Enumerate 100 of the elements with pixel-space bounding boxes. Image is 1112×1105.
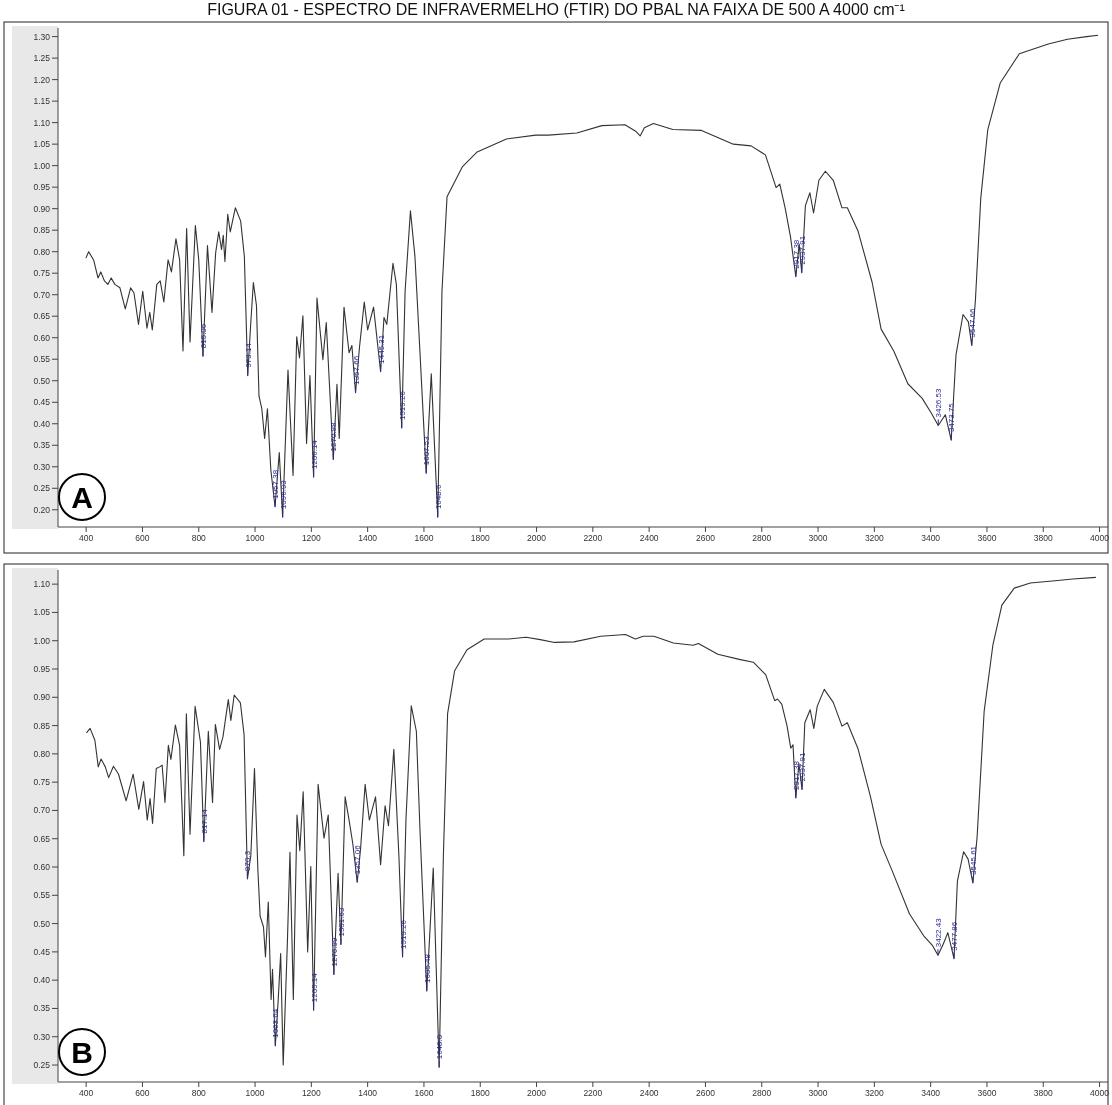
y-tick-label: 0.20	[33, 504, 51, 515]
x-tick-label: 1400	[358, 1088, 378, 1098]
annotation: 1205.14	[309, 972, 319, 1003]
y-tick-label: 0.25	[33, 483, 51, 494]
x-tick-label: 1000	[245, 1088, 265, 1098]
annotation: 1607.53	[422, 435, 432, 466]
annotation: 3473.75	[947, 402, 957, 433]
x-tick-label: 1600	[414, 1088, 434, 1098]
y-tick-label: 0.75	[33, 268, 51, 279]
annotation: 3545.61	[968, 845, 978, 875]
y-tick-label: 0.70	[33, 289, 51, 300]
x-tick-label: 1800	[470, 1088, 490, 1098]
x-tick-label: 3000	[808, 533, 828, 543]
x-tick-label: 3800	[1033, 1088, 1053, 1098]
x-tick-label: 800	[191, 1088, 207, 1098]
y-tick-label: 0.80	[33, 246, 51, 257]
x-tick-label: 2200	[583, 533, 603, 543]
x-tick-label: 3200	[864, 1088, 885, 1098]
x-tick-label: 2400	[639, 533, 659, 543]
y-tick-label: 0.55	[33, 890, 51, 901]
annotation: 1096.93	[278, 479, 288, 510]
annotation: 2937.91	[798, 752, 808, 782]
y-tick-label: 0.60	[33, 332, 51, 343]
annotation: 1445.31	[376, 334, 386, 364]
annotation: 1270.98	[329, 421, 339, 452]
annotation: 1276.99	[329, 937, 339, 967]
y-tick-label: 1.10	[33, 117, 51, 128]
y-tick-label: 0.35	[33, 1003, 51, 1014]
y-tick-label: 0.40	[33, 418, 51, 429]
annotation: 1648.0	[435, 1034, 445, 1060]
y-tick-label: 1.20	[33, 74, 51, 85]
annotation: A	[71, 480, 93, 514]
x-tick-label: 3800	[1033, 533, 1053, 543]
annotation: 1357.06	[353, 844, 363, 875]
y-tick-label: 0.50	[33, 375, 51, 386]
x-tick-label: 2200	[583, 1088, 603, 1098]
x-tick-label: 3000	[808, 1088, 828, 1098]
y-tick-label: 1.10	[33, 579, 51, 590]
y-tick-label: 0.30	[33, 1031, 51, 1042]
x-tick-label: 3600	[977, 533, 997, 543]
annotation: 1605.48	[422, 953, 432, 983]
x-tick-label: 3200	[864, 533, 885, 543]
y-tick-label: 0.60	[33, 861, 51, 872]
annotation: 2917.38	[791, 239, 801, 269]
y-tick-label: 0.90	[33, 692, 51, 703]
x-tick-label: 3400	[921, 1088, 941, 1098]
y-tick-label: 0.50	[33, 918, 51, 929]
x-tick-label: 3400	[921, 533, 941, 543]
x-tick-label: 1200	[301, 1088, 322, 1098]
y-tick-label: 0.35	[33, 440, 51, 451]
x-tick-label: 2400	[639, 1088, 659, 1098]
chart-title: FIGURA 01 - ESPECTRO DE INFRAVERMELHO (FTIR) DO PBAL NA FAIXA DE 500 A 4000 cm⁻¹	[207, 1, 905, 18]
x-tick-label: 1600	[414, 533, 434, 543]
annotation: 3426.53	[934, 388, 944, 418]
x-tick-label: 400	[79, 1088, 94, 1098]
y-tick-label: 0.65	[33, 311, 51, 322]
x-tick-label: 2800	[752, 1088, 772, 1098]
y-tick-label: 1.15	[33, 96, 51, 107]
x-tick-label: 400	[79, 533, 94, 543]
y-tick-label: 0.95	[33, 663, 51, 674]
x-tick-label: 2600	[695, 1088, 716, 1098]
y-tick-label: 0.85	[33, 225, 51, 236]
annotation: 2917.38	[791, 760, 801, 790]
x-tick-label: 2000	[527, 533, 547, 543]
y-tick-label: 0.85	[33, 720, 51, 731]
y-tick-label: 0.45	[33, 397, 51, 408]
x-tick-label: 1400	[358, 533, 378, 543]
x-tick-label: 1000	[245, 533, 265, 543]
y-tick-label: 1.25	[33, 53, 51, 64]
x-tick-label: 1200	[301, 533, 322, 543]
x-tick-label: 1800	[470, 533, 490, 543]
y-tick-label: 0.65	[33, 833, 51, 844]
x-tick-label: 600	[135, 533, 150, 543]
annotation: 1357.66	[351, 355, 361, 385]
y-tick-label: 0.30	[33, 461, 51, 472]
y-tick-label: 1.05	[33, 139, 51, 150]
x-tick-label: 800	[191, 533, 207, 543]
annotation: 1057.38	[271, 469, 281, 499]
x-tick-label: 600	[135, 1088, 150, 1098]
y-tick-label: 0.25	[33, 1060, 51, 1070]
annotation: 973.14	[243, 342, 253, 368]
annotation: 3477.86	[950, 921, 960, 951]
y-tick-label: 0.45	[33, 946, 51, 957]
y-tick-label: 0.70	[33, 805, 51, 816]
annotation: 3547.66	[967, 308, 977, 338]
annotation: 1519.26	[397, 390, 407, 421]
annotation: 817.14	[199, 808, 209, 834]
y-tick-label: 1.00	[33, 635, 51, 646]
annotation: 1301.63	[336, 907, 346, 937]
annotation: 3422.43	[933, 917, 943, 948]
annotation: B	[71, 1035, 93, 1069]
annotation: 815.06	[198, 323, 208, 349]
x-tick-label: 2600	[695, 533, 716, 543]
x-tick-label: 3600	[977, 1088, 997, 1098]
y-tick-label: 0.95	[33, 182, 51, 193]
y-tick-label: 0.40	[33, 975, 51, 986]
x-tick-label: 2000	[527, 1088, 547, 1098]
annotation: 1648.6	[433, 484, 443, 510]
y-tick-label: 1.00	[33, 160, 51, 171]
annotation: 1063.64	[271, 1008, 281, 1038]
